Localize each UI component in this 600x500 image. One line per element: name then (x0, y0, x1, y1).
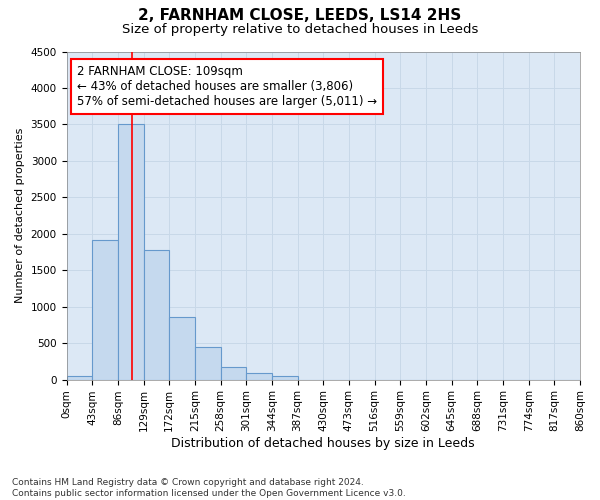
Bar (221, 367, 246, 380)
Bar (67, 376, 92, 380)
Bar (195, 347, 221, 380)
Text: 2, FARNHAM CLOSE, LEEDS, LS14 2HS: 2, FARNHAM CLOSE, LEEDS, LS14 2HS (139, 8, 461, 22)
Bar (272, 376, 298, 380)
Bar (143, 250, 169, 380)
Bar (169, 317, 195, 380)
Bar (92, 240, 118, 380)
Text: Size of property relative to detached houses in Leeds: Size of property relative to detached ho… (122, 22, 478, 36)
Y-axis label: Number of detached properties: Number of detached properties (15, 128, 25, 303)
X-axis label: Distribution of detached houses by size in Leeds: Distribution of detached houses by size … (172, 437, 475, 450)
Bar (118, 124, 143, 380)
Text: 2 FARNHAM CLOSE: 109sqm
← 43% of detached houses are smaller (3,806)
57% of semi: 2 FARNHAM CLOSE: 109sqm ← 43% of detache… (77, 64, 377, 108)
Bar (246, 373, 272, 380)
Text: Contains HM Land Registry data © Crown copyright and database right 2024.
Contai: Contains HM Land Registry data © Crown c… (12, 478, 406, 498)
